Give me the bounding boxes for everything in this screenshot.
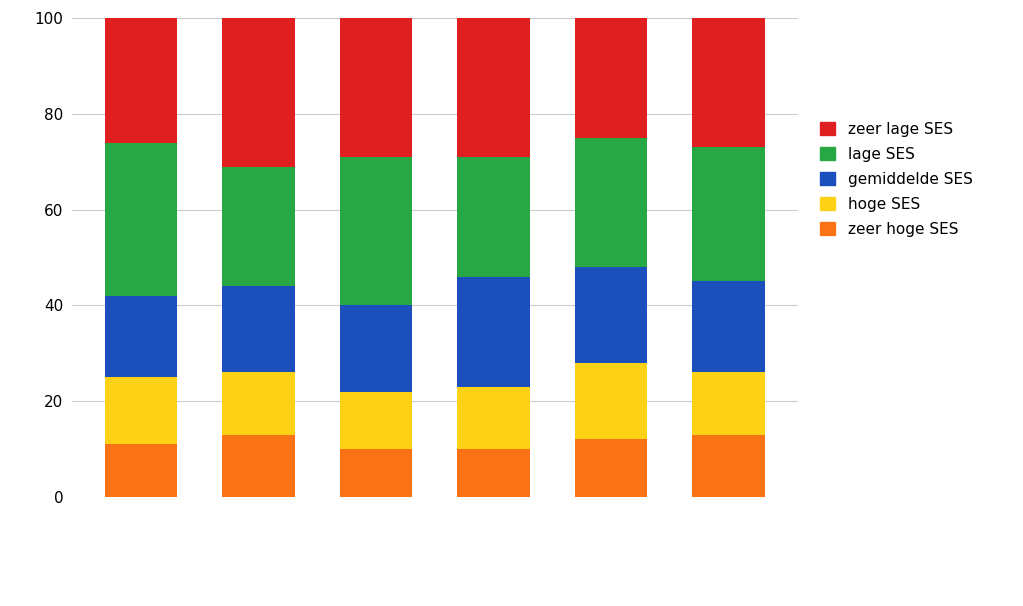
Bar bbox=[457, 18, 530, 157]
Bar bbox=[340, 18, 412, 157]
Bar bbox=[457, 449, 530, 497]
Bar bbox=[222, 18, 295, 167]
Bar bbox=[222, 373, 295, 435]
Bar bbox=[457, 157, 530, 277]
Bar bbox=[104, 444, 177, 497]
Bar bbox=[222, 435, 295, 497]
Bar bbox=[457, 387, 530, 449]
Bar bbox=[693, 147, 765, 282]
Bar bbox=[693, 18, 765, 147]
Bar bbox=[104, 142, 177, 296]
Bar bbox=[693, 435, 765, 497]
Bar bbox=[340, 391, 412, 449]
Bar bbox=[104, 296, 177, 377]
Bar bbox=[575, 138, 648, 267]
Bar bbox=[104, 377, 177, 444]
Bar bbox=[340, 305, 412, 391]
Bar bbox=[104, 18, 177, 142]
Bar bbox=[575, 18, 648, 138]
Bar bbox=[693, 373, 765, 435]
Bar bbox=[222, 286, 295, 373]
Bar bbox=[457, 277, 530, 387]
Bar bbox=[575, 363, 648, 439]
Bar bbox=[693, 282, 765, 373]
Bar bbox=[222, 167, 295, 286]
Bar bbox=[340, 157, 412, 305]
Bar bbox=[340, 449, 412, 497]
Legend: zeer lage SES, lage SES, gemiddelde SES, hoge SES, zeer hoge SES: zeer lage SES, lage SES, gemiddelde SES,… bbox=[820, 122, 973, 236]
Bar bbox=[575, 439, 648, 497]
Bar bbox=[575, 267, 648, 363]
